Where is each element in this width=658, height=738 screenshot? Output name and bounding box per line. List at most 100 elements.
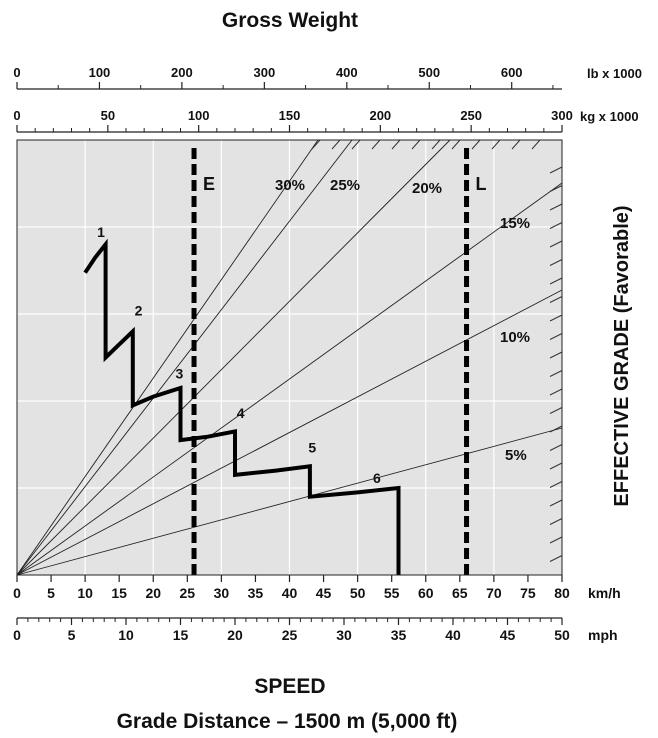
chart-title: Gross Weight <box>222 9 358 32</box>
mph-tick-label: 0 <box>13 627 21 643</box>
hatch-tick <box>549 536 563 544</box>
kmh-tick-label: 65 <box>452 585 468 601</box>
kmh-tick-label: 30 <box>214 585 230 601</box>
hatch-tick <box>411 139 421 150</box>
grade-label: 10% <box>500 329 530 346</box>
grade-line-10pct <box>16 289 563 576</box>
lb-tick-label: 500 <box>418 65 440 80</box>
hatch-tick <box>549 185 563 192</box>
mph-tick-label: 10 <box>118 627 134 643</box>
hatch-tick <box>549 259 563 266</box>
kg-tick-label: 150 <box>279 108 301 123</box>
hatch-tick <box>491 139 501 150</box>
mph-tick-label: 25 <box>282 627 298 643</box>
kg-tick-label: 0 <box>13 108 20 123</box>
weight-label-E: E <box>203 174 215 194</box>
kg-tick-label: 50 <box>101 108 115 123</box>
kmh-tick-label: 80 <box>554 585 570 601</box>
hatch-tick <box>371 139 381 150</box>
gear-label-2: 2 <box>135 303 143 319</box>
mph-tick-label: 30 <box>336 627 352 643</box>
grade-line-15pct <box>16 182 563 576</box>
grade-line-20pct <box>16 139 451 576</box>
hatch-tick <box>549 351 563 359</box>
lb-tick-label: 600 <box>501 65 523 80</box>
mph-tick-label: 45 <box>500 627 516 643</box>
kg-tick-label: 300 <box>551 108 573 123</box>
mph-tick-label: 35 <box>391 627 407 643</box>
grade-label: 30% <box>275 177 305 194</box>
lb-tick-label: 100 <box>89 65 111 80</box>
kmh-tick-label: 70 <box>486 585 502 601</box>
lb-tick-label: 400 <box>336 65 358 80</box>
gear-label-6: 6 <box>373 470 381 486</box>
grade-line-25pct <box>16 139 353 576</box>
grade-label: 20% <box>412 180 442 197</box>
hatch-tick <box>549 407 563 414</box>
hatch-tick <box>549 518 563 525</box>
kmh-tick-label: 50 <box>350 585 366 601</box>
hatch-tick <box>549 240 563 248</box>
hatch-tick <box>549 499 563 507</box>
hatch-tick <box>549 388 563 396</box>
lb-tick-label: 300 <box>254 65 276 80</box>
kg-tick-label: 250 <box>460 108 482 123</box>
kmh-tick-label: 55 <box>384 585 400 601</box>
mph-tick-label: 20 <box>227 627 243 643</box>
y-axis-title: EFFECTIVE GRADE (Favorable) <box>611 205 633 506</box>
hatch-tick <box>549 277 563 285</box>
hatch-tick <box>451 139 461 150</box>
hatch-tick <box>391 139 401 150</box>
hatch-tick <box>549 222 563 229</box>
grade-line-5pct <box>16 427 563 576</box>
hatch-tick <box>311 139 321 150</box>
grade-label: 25% <box>330 177 360 194</box>
kg-axis-unit: kg x 1000 <box>580 109 639 124</box>
gear-label-3: 3 <box>175 366 183 382</box>
kmh-axis-unit: km/h <box>588 585 621 601</box>
hatch-tick <box>331 139 341 150</box>
grade-line-30pct <box>16 139 319 576</box>
hatch-tick <box>351 139 361 150</box>
lb-tick-label: 0 <box>13 65 20 80</box>
hatch-tick <box>549 555 563 562</box>
lb-tick-label: 200 <box>171 65 193 80</box>
gear-label-5: 5 <box>308 440 316 456</box>
x-axis-title: SPEED <box>254 675 325 698</box>
kmh-tick-label: 0 <box>13 585 21 601</box>
hatch-tick <box>549 444 563 451</box>
kmh-tick-label: 75 <box>520 585 536 601</box>
kmh-tick-label: 45 <box>316 585 332 601</box>
hatch-tick <box>549 481 563 488</box>
hatch-tick <box>549 425 563 433</box>
mph-axis-unit: mph <box>588 627 618 643</box>
chart-subtitle: Grade Distance – 1500 m (5,000 ft) <box>117 710 458 733</box>
hatch-tick <box>431 139 441 150</box>
hatch-tick <box>549 314 563 322</box>
hatch-tick <box>549 462 563 470</box>
kmh-tick-label: 40 <box>282 585 298 601</box>
kmh-tick-label: 10 <box>77 585 93 601</box>
gear-label-4: 4 <box>237 405 245 421</box>
mph-tick-label: 15 <box>173 627 189 643</box>
weight-label-L: L <box>476 174 487 194</box>
mph-tick-label: 50 <box>554 627 570 643</box>
hatch-tick <box>531 139 541 150</box>
kg-tick-label: 100 <box>188 108 210 123</box>
hatch-tick <box>549 370 563 377</box>
kmh-tick-label: 15 <box>111 585 127 601</box>
hatch-tick <box>511 139 521 150</box>
kmh-tick-label: 5 <box>47 585 55 601</box>
hatch-tick <box>549 203 563 211</box>
retarder-curve <box>83 238 401 575</box>
hatch-tick <box>549 296 563 303</box>
grade-label: 5% <box>505 447 527 464</box>
mph-tick-label: 5 <box>68 627 76 643</box>
lb-axis-unit: lb x 1000 <box>587 66 642 81</box>
kmh-tick-label: 20 <box>145 585 161 601</box>
kmh-tick-label: 25 <box>180 585 196 601</box>
mph-tick-label: 40 <box>445 627 461 643</box>
kmh-tick-label: 35 <box>248 585 264 601</box>
